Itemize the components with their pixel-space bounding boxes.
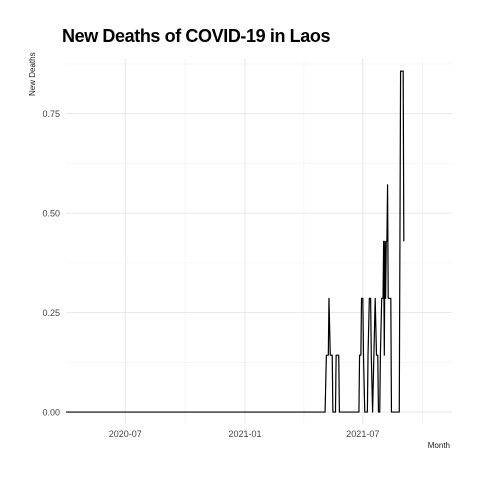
y-tick-label: 0.75: [42, 109, 60, 119]
y-axis-label: New Deaths: [28, 52, 37, 96]
x-tick-label: 2021-07: [346, 429, 379, 439]
y-tick-label: 0.00: [42, 408, 60, 418]
series-line: [66, 70, 405, 413]
y-tick-label: 0.25: [42, 308, 60, 318]
y-tick-labels: 0.00 0.25 0.50 0.75: [42, 109, 60, 417]
x-tick-label: 2021-01: [228, 429, 261, 439]
x-tick-label: 2020-07: [109, 429, 142, 439]
series-group: [66, 70, 405, 413]
chart-title: New Deaths of COVID-19 in Laos: [62, 26, 331, 46]
x-axis-label: Month: [427, 441, 450, 450]
y-tick-label: 0.50: [42, 209, 60, 219]
x-tick-labels: 2020-07 2021-01 2021-07: [109, 429, 380, 439]
grid-major: [66, 58, 452, 424]
grid-minor: [66, 58, 452, 424]
